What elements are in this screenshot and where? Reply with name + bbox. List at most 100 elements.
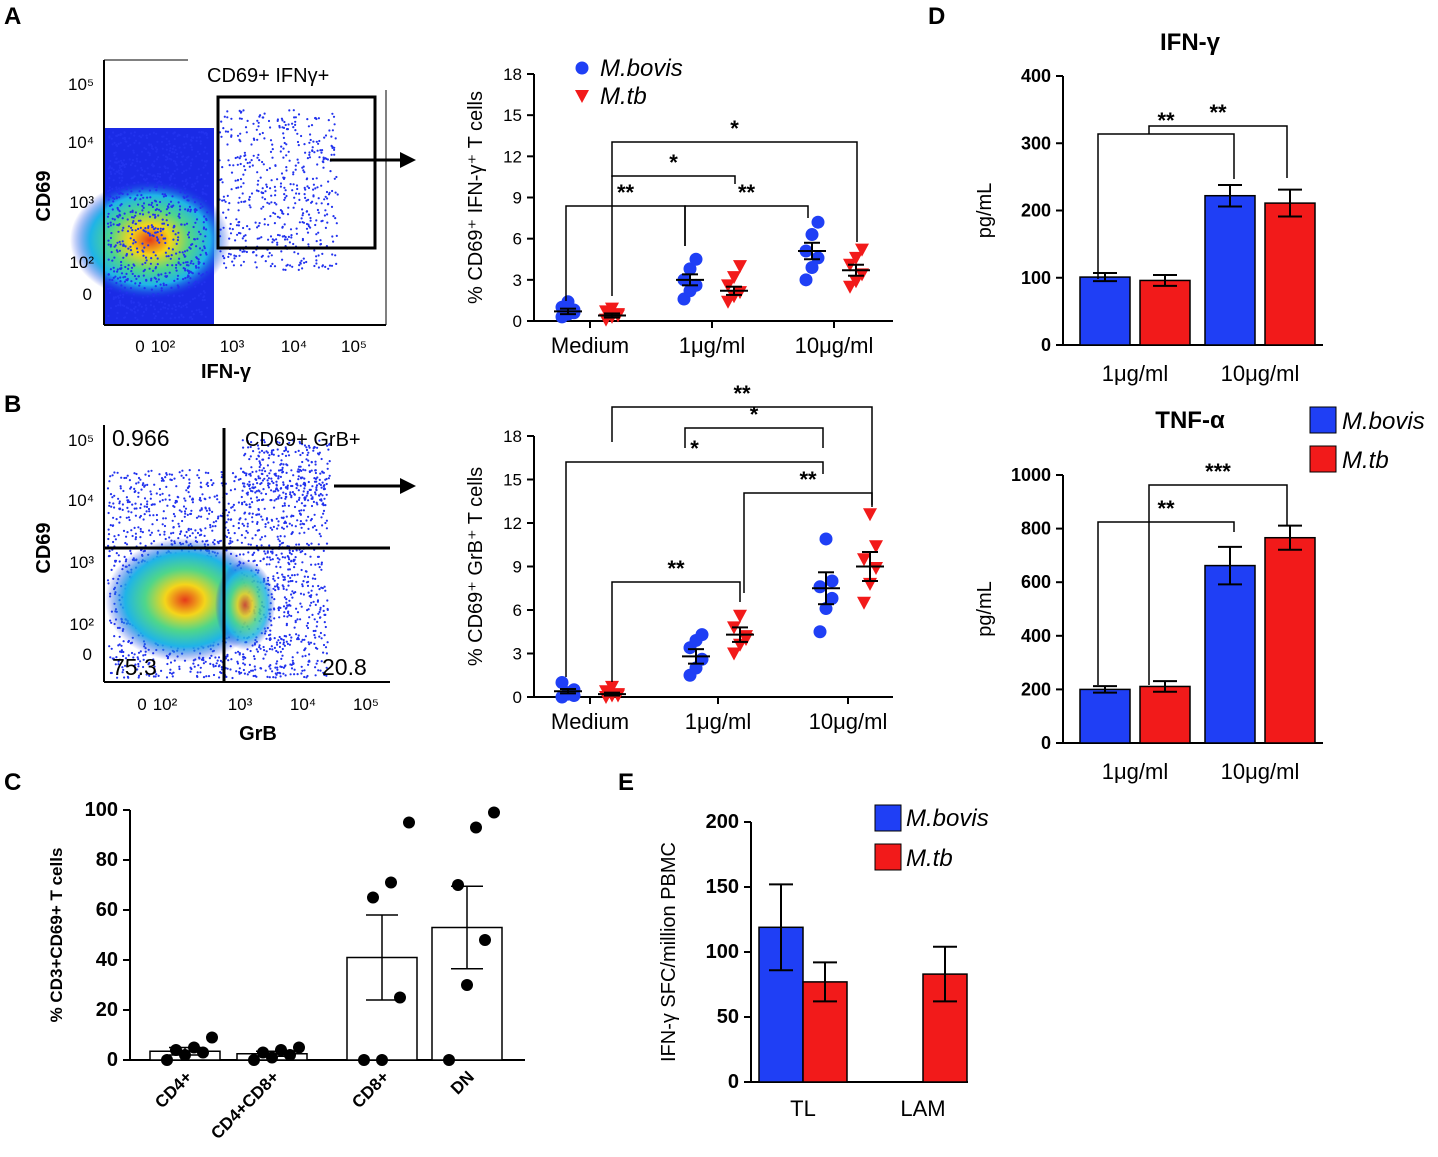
event-dot — [123, 676, 126, 679]
event-dot — [255, 544, 258, 548]
event-dot — [183, 515, 186, 518]
event-dot — [212, 482, 215, 485]
event-dot — [234, 156, 237, 160]
event-dot — [267, 521, 270, 524]
event-dot — [130, 486, 133, 489]
event-dot — [311, 485, 314, 488]
event-dot — [330, 144, 333, 147]
event-dot — [248, 198, 251, 201]
event-dot — [258, 159, 261, 162]
event-dot — [190, 162, 193, 165]
event-dot — [149, 497, 152, 500]
event-dot — [147, 231, 150, 234]
event-dot — [245, 503, 248, 506]
event-dot — [226, 514, 229, 517]
event-dot — [291, 596, 294, 599]
event-dot — [256, 138, 259, 141]
event-dot — [297, 638, 300, 641]
event-dot — [153, 213, 156, 216]
event-dot — [317, 562, 320, 566]
event-dot — [309, 555, 312, 558]
event-dot — [304, 504, 307, 507]
event-dot — [178, 665, 181, 668]
event-dot — [236, 233, 239, 236]
event-dot — [123, 316, 126, 319]
event-dot — [274, 189, 277, 192]
event-dot — [169, 147, 172, 150]
event-dot — [310, 504, 314, 508]
event-dot — [139, 282, 142, 285]
event-dot — [297, 252, 300, 255]
event-dot — [189, 670, 192, 673]
event-dot — [190, 509, 193, 512]
event-dot — [324, 443, 327, 446]
event-dot — [326, 444, 329, 447]
event-dot — [312, 195, 315, 198]
event-dot — [198, 308, 201, 311]
event-dot — [299, 512, 302, 516]
event-dot — [256, 522, 259, 526]
event-dot — [325, 652, 328, 655]
event-dot — [293, 505, 297, 509]
event-dot — [132, 149, 135, 152]
event-dot — [121, 304, 124, 307]
event-dot — [246, 522, 249, 525]
event-dot — [139, 173, 142, 176]
event-dot — [283, 186, 286, 189]
event-dot — [128, 137, 131, 140]
event-dot — [317, 612, 320, 615]
event-dot — [282, 516, 285, 519]
event-dot — [134, 538, 137, 541]
event-dot — [279, 487, 282, 490]
event-dot — [224, 130, 227, 133]
event-dot — [220, 135, 223, 138]
event-dot — [139, 527, 142, 531]
event-dot — [268, 647, 271, 651]
event-dot — [324, 625, 327, 629]
event-dot — [271, 552, 274, 555]
y-tick-label: 3 — [513, 271, 522, 290]
event-dot — [326, 462, 329, 465]
event-dot — [202, 662, 205, 665]
event-dot — [310, 497, 313, 500]
event-dot — [117, 160, 120, 163]
event-dot — [252, 655, 256, 658]
event-dot — [111, 259, 114, 262]
data-point-triangle — [733, 609, 747, 623]
event-dot — [141, 187, 144, 190]
event-dot — [278, 645, 281, 649]
event-dot — [152, 131, 155, 134]
event-dot — [123, 286, 126, 289]
event-dot — [164, 306, 167, 309]
event-dot — [276, 643, 279, 646]
event-dot — [119, 516, 122, 519]
event-dot — [112, 502, 115, 505]
event-dot — [316, 600, 319, 603]
event-dot — [127, 247, 130, 250]
event-dot — [182, 278, 185, 281]
event-dot — [300, 672, 303, 675]
event-dot — [174, 499, 177, 503]
event-dot — [236, 539, 239, 542]
event-dot — [109, 287, 112, 290]
significance-bracket-label: ** — [1209, 100, 1227, 125]
event-dot — [251, 553, 254, 557]
event-dot — [255, 513, 258, 517]
data-point-triangle — [849, 275, 863, 289]
event-dot — [204, 146, 207, 149]
event-dot — [131, 221, 134, 224]
event-dot — [261, 254, 264, 257]
event-dot — [325, 674, 328, 677]
event-dot — [152, 165, 155, 168]
event-dot — [276, 233, 280, 237]
event-dot — [160, 234, 163, 237]
event-dot — [273, 585, 277, 588]
data-point — [385, 876, 397, 889]
event-dot — [115, 518, 118, 521]
event-dot — [120, 264, 123, 267]
event-dot — [111, 217, 114, 220]
event-dot — [179, 301, 182, 304]
event-dot — [176, 168, 179, 171]
event-dot — [305, 210, 309, 213]
data-point — [248, 1054, 260, 1066]
